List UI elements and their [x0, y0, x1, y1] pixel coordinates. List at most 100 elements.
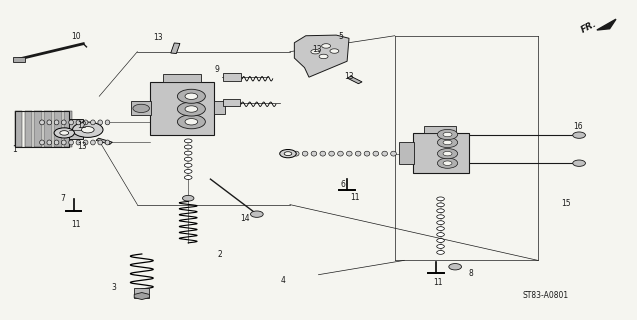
- Circle shape: [250, 211, 263, 217]
- Polygon shape: [347, 76, 362, 84]
- Text: 1: 1: [12, 145, 17, 154]
- Circle shape: [330, 49, 339, 53]
- Circle shape: [280, 149, 296, 158]
- Text: 11: 11: [433, 278, 443, 287]
- Ellipse shape: [105, 120, 110, 125]
- Circle shape: [438, 137, 458, 148]
- Circle shape: [133, 104, 150, 113]
- Ellipse shape: [105, 140, 110, 145]
- Bar: [15, 111, 69, 147]
- Polygon shape: [134, 292, 150, 300]
- Circle shape: [319, 54, 328, 59]
- Bar: [150, 82, 213, 134]
- Ellipse shape: [329, 151, 334, 156]
- Ellipse shape: [76, 140, 81, 145]
- Circle shape: [573, 160, 585, 166]
- Bar: [223, 73, 241, 81]
- Bar: [15, 111, 22, 147]
- Text: 15: 15: [562, 199, 571, 208]
- Text: 4: 4: [281, 276, 286, 285]
- Circle shape: [185, 119, 197, 125]
- Ellipse shape: [62, 140, 66, 145]
- Bar: [163, 74, 201, 82]
- Ellipse shape: [83, 120, 88, 125]
- Ellipse shape: [83, 140, 88, 145]
- Text: 5: 5: [338, 32, 343, 41]
- Circle shape: [184, 139, 192, 143]
- Text: 2: 2: [218, 250, 222, 259]
- Text: 7: 7: [61, 195, 66, 204]
- Ellipse shape: [355, 151, 361, 156]
- Circle shape: [54, 128, 75, 138]
- Ellipse shape: [338, 151, 343, 156]
- Text: 11: 11: [71, 220, 80, 229]
- Circle shape: [322, 44, 331, 48]
- Ellipse shape: [98, 120, 103, 125]
- Bar: [44, 111, 52, 147]
- Polygon shape: [96, 138, 112, 144]
- Ellipse shape: [69, 140, 73, 145]
- Circle shape: [573, 132, 585, 138]
- Circle shape: [60, 131, 69, 135]
- Ellipse shape: [390, 151, 396, 156]
- Circle shape: [443, 132, 452, 137]
- Bar: [69, 119, 83, 139]
- Circle shape: [177, 89, 205, 103]
- Circle shape: [449, 264, 462, 270]
- Bar: [424, 126, 456, 133]
- Circle shape: [437, 239, 445, 243]
- Ellipse shape: [62, 120, 66, 125]
- Circle shape: [437, 215, 445, 219]
- Circle shape: [438, 148, 458, 159]
- Circle shape: [437, 227, 445, 230]
- Text: 10: 10: [71, 32, 80, 41]
- Ellipse shape: [320, 151, 326, 156]
- Circle shape: [73, 122, 103, 137]
- Text: 8: 8: [469, 269, 473, 278]
- Bar: [223, 100, 240, 107]
- Circle shape: [437, 197, 445, 201]
- Text: 13: 13: [344, 72, 354, 81]
- Bar: [34, 111, 42, 147]
- Ellipse shape: [90, 120, 96, 125]
- Bar: [399, 142, 414, 164]
- Ellipse shape: [303, 151, 308, 156]
- Circle shape: [82, 126, 94, 133]
- Circle shape: [184, 164, 192, 167]
- Circle shape: [443, 140, 452, 145]
- Circle shape: [184, 157, 192, 161]
- Text: 3: 3: [111, 283, 117, 292]
- Circle shape: [438, 129, 458, 140]
- Text: ST83-A0801: ST83-A0801: [523, 291, 569, 300]
- Circle shape: [438, 158, 458, 168]
- Ellipse shape: [311, 151, 317, 156]
- Circle shape: [437, 209, 445, 213]
- Bar: [413, 133, 468, 173]
- Text: 11: 11: [350, 193, 360, 202]
- Circle shape: [311, 50, 320, 54]
- Circle shape: [184, 151, 192, 155]
- Circle shape: [184, 176, 192, 180]
- Polygon shape: [317, 47, 331, 50]
- Ellipse shape: [294, 151, 299, 156]
- Circle shape: [443, 161, 452, 165]
- Circle shape: [182, 196, 194, 201]
- Ellipse shape: [382, 151, 387, 156]
- Text: 13: 13: [312, 45, 322, 54]
- Ellipse shape: [47, 140, 52, 145]
- Bar: [213, 101, 225, 114]
- Ellipse shape: [47, 120, 52, 125]
- Circle shape: [443, 151, 452, 156]
- Bar: [134, 288, 150, 298]
- Bar: [54, 111, 62, 147]
- Text: 6: 6: [340, 180, 345, 189]
- Text: 13: 13: [77, 142, 87, 151]
- Text: FR.: FR.: [579, 20, 598, 35]
- Ellipse shape: [364, 151, 370, 156]
- Text: 12: 12: [77, 121, 87, 130]
- Circle shape: [437, 221, 445, 225]
- Ellipse shape: [69, 120, 73, 125]
- Ellipse shape: [76, 120, 81, 125]
- Ellipse shape: [54, 120, 59, 125]
- Text: 16: 16: [573, 122, 583, 131]
